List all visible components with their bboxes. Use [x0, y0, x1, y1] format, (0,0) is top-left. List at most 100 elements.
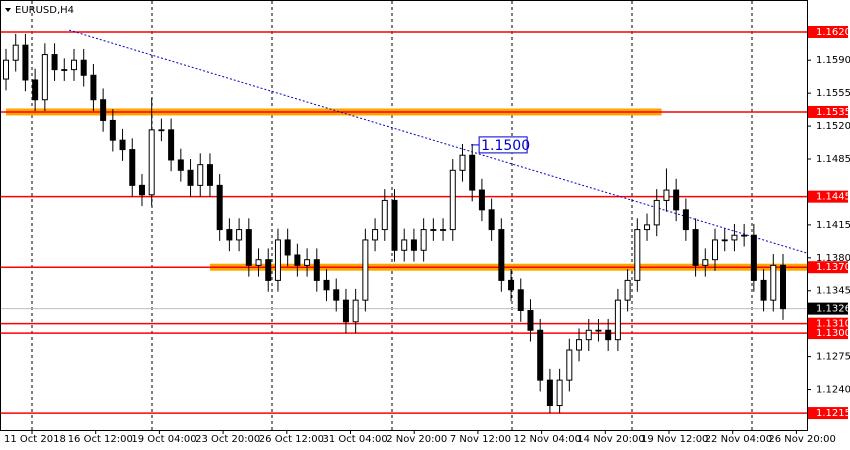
level-label: 1.1620 — [816, 27, 850, 38]
candle-body — [32, 79, 39, 101]
level-label-box — [808, 105, 848, 118]
candle-body — [721, 239, 728, 242]
candle-body — [614, 299, 621, 341]
y-tick-label: 1.1485 — [816, 154, 850, 165]
candle-body — [216, 184, 223, 231]
candle-body — [41, 54, 48, 101]
x-tick-label: 19 Nov 12:00 — [641, 434, 708, 445]
candle-body — [100, 99, 107, 121]
candle-body — [478, 189, 485, 211]
candle-body — [673, 189, 680, 211]
candle-body — [585, 329, 592, 341]
x-tick-label: 22 Nov 04:00 — [705, 434, 772, 445]
annotation-label: 1.1500 — [481, 138, 530, 154]
candle-body — [546, 379, 553, 407]
candle-body — [750, 234, 757, 281]
candle-body — [22, 44, 29, 81]
x-tick-label: 11 Oct 2018 — [4, 434, 66, 445]
trendline — [68, 29, 808, 254]
candle-body — [304, 259, 311, 266]
candle-body — [780, 264, 786, 310]
annotation-box — [478, 136, 528, 154]
level-label: 1.1215 — [816, 408, 850, 419]
level-label: 1.1300 — [816, 328, 850, 339]
candle-body — [342, 299, 349, 323]
current-price-label: 1.1326 — [816, 304, 850, 315]
level-label-box — [808, 317, 848, 330]
chart-title: EURUSD,H4 — [15, 5, 74, 16]
candle-body — [362, 239, 369, 301]
level-label: 1.1535 — [816, 107, 850, 118]
y-tick-label: 1.1415 — [816, 220, 850, 231]
x-tick-label: 23 Oct 20:00 — [195, 434, 260, 445]
candle-body — [197, 164, 204, 186]
candle-body — [109, 119, 116, 141]
x-tick-label: 26 Nov 20:00 — [768, 434, 835, 445]
candle-body — [760, 279, 767, 301]
candle-body — [352, 299, 359, 323]
candle-body — [517, 289, 524, 312]
candle-body — [3, 59, 9, 80]
candle-body — [440, 229, 447, 231]
candle-body — [449, 169, 456, 231]
y-tick-label: 1.1555 — [816, 88, 850, 99]
level-label-box — [808, 261, 848, 274]
candle-body — [70, 59, 77, 71]
candle-body — [236, 229, 243, 241]
candle-body — [469, 154, 476, 191]
candle-body — [158, 129, 165, 132]
candle-body — [206, 164, 213, 186]
candle-body — [12, 44, 19, 61]
candle-body — [498, 229, 505, 281]
candle-body — [556, 379, 563, 407]
candle-body — [605, 329, 612, 341]
candle-body — [401, 239, 408, 251]
x-tick-label: 16 Oct 12:00 — [68, 434, 133, 445]
candle-body — [168, 129, 175, 161]
level-label: 1.1310 — [816, 319, 850, 330]
candle-body — [634, 229, 641, 281]
candle-body — [274, 239, 281, 281]
candle-body — [333, 289, 340, 301]
candle-body — [712, 239, 719, 261]
x-tick-label: 14 Nov 20:00 — [577, 434, 644, 445]
candle-body — [566, 349, 573, 381]
plot-frame — [0, 0, 808, 431]
candle-body — [284, 239, 291, 256]
candle-body — [430, 229, 437, 231]
level-label-box — [808, 25, 848, 38]
candle-body — [410, 239, 417, 251]
y-tick-label: 1.1240 — [816, 385, 850, 396]
candle-body — [459, 154, 466, 171]
candle-body — [80, 59, 87, 76]
candle-body — [129, 149, 136, 186]
candle-body — [90, 74, 97, 101]
x-tick-label: 7 Nov 12:00 — [450, 434, 511, 445]
candle-body — [245, 229, 252, 266]
candle-body — [265, 259, 272, 281]
y-tick-label: 1.1345 — [816, 286, 850, 297]
candle-body — [653, 199, 660, 226]
current-price-box — [808, 302, 848, 315]
candle-body — [187, 169, 194, 186]
y-tick-label: 1.1380 — [816, 253, 850, 264]
candle-body — [508, 279, 515, 291]
x-tick-label: 2 Nov 20:00 — [386, 434, 447, 445]
level-label: 1.1445 — [816, 192, 850, 203]
candle-body — [148, 129, 155, 196]
x-tick-label: 31 Oct 04:00 — [323, 434, 388, 445]
candle-body — [61, 69, 68, 71]
candle-body — [595, 329, 602, 332]
candle-body — [226, 229, 233, 241]
candle-body — [372, 229, 379, 241]
candle-body — [488, 209, 495, 231]
y-tick-label: 1.1520 — [816, 121, 850, 132]
candle-body — [731, 234, 738, 241]
candle-body — [420, 229, 427, 251]
candle-body — [138, 184, 145, 196]
candle-body — [537, 329, 544, 381]
candle-body — [119, 139, 126, 151]
y-tick-label: 1.1275 — [816, 352, 850, 363]
level-label: 1.1370 — [816, 262, 850, 273]
